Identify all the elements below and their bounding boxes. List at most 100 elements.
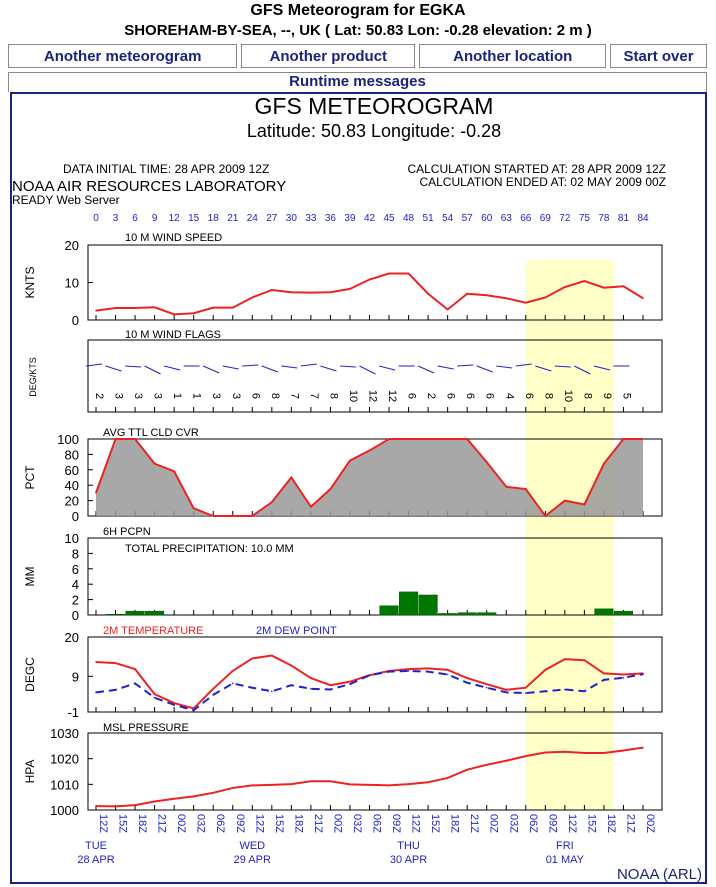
wind-flag-speed-label: 7: [288, 393, 300, 399]
wind-flag: [164, 365, 181, 371]
runtime-messages-link[interactable]: Runtime messages: [8, 72, 707, 92]
time-axis-label: 03Z: [195, 814, 207, 833]
cloud-cover-line-point: [310, 505, 312, 508]
pressure-y-tick-label: 1000: [50, 803, 79, 818]
pressure-y-tick-label: 1020: [50, 752, 79, 767]
forecast-hour-label: 60: [481, 213, 493, 224]
temperature-y-tick-label: 20: [65, 630, 79, 645]
cloud-cover-y-tick-label: 80: [65, 447, 79, 462]
cloud-cover-line-point: [466, 438, 468, 440]
forecast-hour-label: 6: [132, 213, 138, 224]
wind-flag-speed-label: 3: [210, 393, 222, 399]
wind-speed-y-tick-label: 20: [65, 238, 79, 253]
wind-speed-line-point: [388, 272, 390, 275]
precipitation-bar: [399, 591, 419, 616]
time-axis-label: 18Z: [605, 814, 617, 833]
time-axis-label: 15Z: [117, 814, 129, 833]
cloud-cover-y-tick-label: 100: [57, 432, 79, 447]
wind-speed-title: 10 M WIND SPEED: [125, 232, 222, 244]
temperature-line-point: [583, 659, 586, 662]
dew-point-line: [95, 669, 644, 712]
time-axis-label: 00Z: [644, 814, 656, 833]
wind-flag: [496, 365, 513, 369]
dew-point-line-point: [114, 689, 117, 691]
pressure-line-point: [564, 750, 566, 753]
precipitation-bar: [438, 613, 458, 616]
dew-point-line-point: [173, 704, 175, 706]
dew-point-line-point: [407, 670, 410, 672]
wind-flags-panel-frame: [87, 339, 663, 413]
day-label: THU: [397, 840, 420, 852]
cloud-cover-line-point: [271, 501, 273, 503]
precipitation-bar: [613, 610, 633, 616]
wind-speed-y-axis-label: KNTS: [23, 266, 37, 298]
pressure-line-point: [524, 755, 527, 757]
another-location-button[interactable]: Another location: [419, 44, 607, 68]
wind-flag: [417, 365, 435, 374]
forecast-hour-label: 57: [462, 213, 474, 224]
another-meteorogram-button[interactable]: Another meteorogram: [8, 44, 238, 68]
wind-flag-speed-label: 6: [445, 393, 457, 399]
precipitation-title: 6H PCPN: [103, 526, 151, 538]
wind-flag-speed-label: 1: [191, 393, 203, 399]
forecast-hour-label: 24: [247, 213, 259, 224]
meteorogram-frame: GFS METEOROGRAM Latitude: 50.83 Longitud…: [10, 92, 707, 884]
cloud-cover-line-point: [329, 488, 332, 490]
pressure-line-point: [622, 749, 625, 752]
wind-speed-line-point: [114, 307, 117, 309]
dew-point-line-point: [583, 690, 586, 693]
temperature-line-point: [603, 672, 605, 675]
pressure-line-point: [153, 800, 156, 803]
temperature-line-point: [212, 687, 215, 690]
pressure-line-point: [466, 768, 468, 771]
cloud-cover-line-point: [485, 461, 488, 463]
pressure-line-point: [349, 783, 351, 786]
dew-point-line-point: [622, 676, 625, 679]
time-axis-label: 09Z: [546, 814, 558, 833]
wind-flag-speed-label: 3: [152, 393, 164, 399]
dew-point-line-point: [290, 684, 293, 687]
start-over-button[interactable]: Start over: [610, 44, 707, 68]
wind-flag: [242, 364, 259, 367]
temperature-line-point: [251, 657, 254, 660]
wind-flag-speed-label: 5: [620, 393, 632, 399]
temperature-line-point: [505, 689, 508, 691]
forecast-hour-label: 27: [266, 213, 278, 224]
wind-speed-line-point: [485, 294, 488, 297]
forecast-hour-label: 51: [423, 213, 435, 224]
temperature-line-point: [544, 669, 547, 671]
meteorogram-chart: GFS METEOROGRAM Latitude: 50.83 Longitud…: [12, 93, 702, 883]
time-axis-label: 18Z: [136, 814, 148, 833]
cloud-cover-line-point: [642, 438, 644, 440]
time-axis-label: 00Z: [175, 814, 187, 833]
pressure-line-point: [271, 784, 273, 786]
dew-point-line-point: [427, 670, 429, 673]
time-axis-label: 21Z: [468, 814, 480, 833]
temperature-line-point: [485, 683, 488, 685]
dew-point-line-point: [251, 686, 254, 689]
wind-flag: [593, 365, 611, 371]
dew-point-line-point: [95, 691, 97, 694]
server-name: READY Web Server: [12, 193, 120, 207]
pressure-line-point: [407, 783, 410, 785]
wind-speed-line-point: [271, 289, 273, 291]
dew-point-line-point: [192, 709, 195, 712]
wind-speed-line-point: [446, 308, 449, 311]
pressure-line-point: [368, 784, 371, 786]
time-axis-label: 21Z: [624, 814, 636, 833]
cloud-cover-line-point: [564, 499, 566, 502]
temperature-line-point: [231, 670, 234, 672]
time-axis-label: 06Z: [371, 814, 383, 833]
time-axis-label: 00Z: [331, 814, 343, 833]
forecast-hour-label: 36: [325, 213, 337, 224]
another-product-button[interactable]: Another product: [241, 44, 416, 68]
wind-speed-line-point: [564, 286, 566, 288]
time-axis-label: 06Z: [527, 814, 539, 833]
date-label: 30 APR: [390, 854, 427, 866]
cloud-cover-line-point: [212, 515, 215, 517]
pressure-line-point: [310, 780, 312, 783]
dew-point-line-point: [524, 692, 527, 694]
dew-point-line-point: [446, 673, 449, 676]
data-initial-time: DATA INITIAL TIME: 28 APR 2009 12Z: [63, 162, 269, 176]
pressure-line-point: [505, 759, 508, 762]
